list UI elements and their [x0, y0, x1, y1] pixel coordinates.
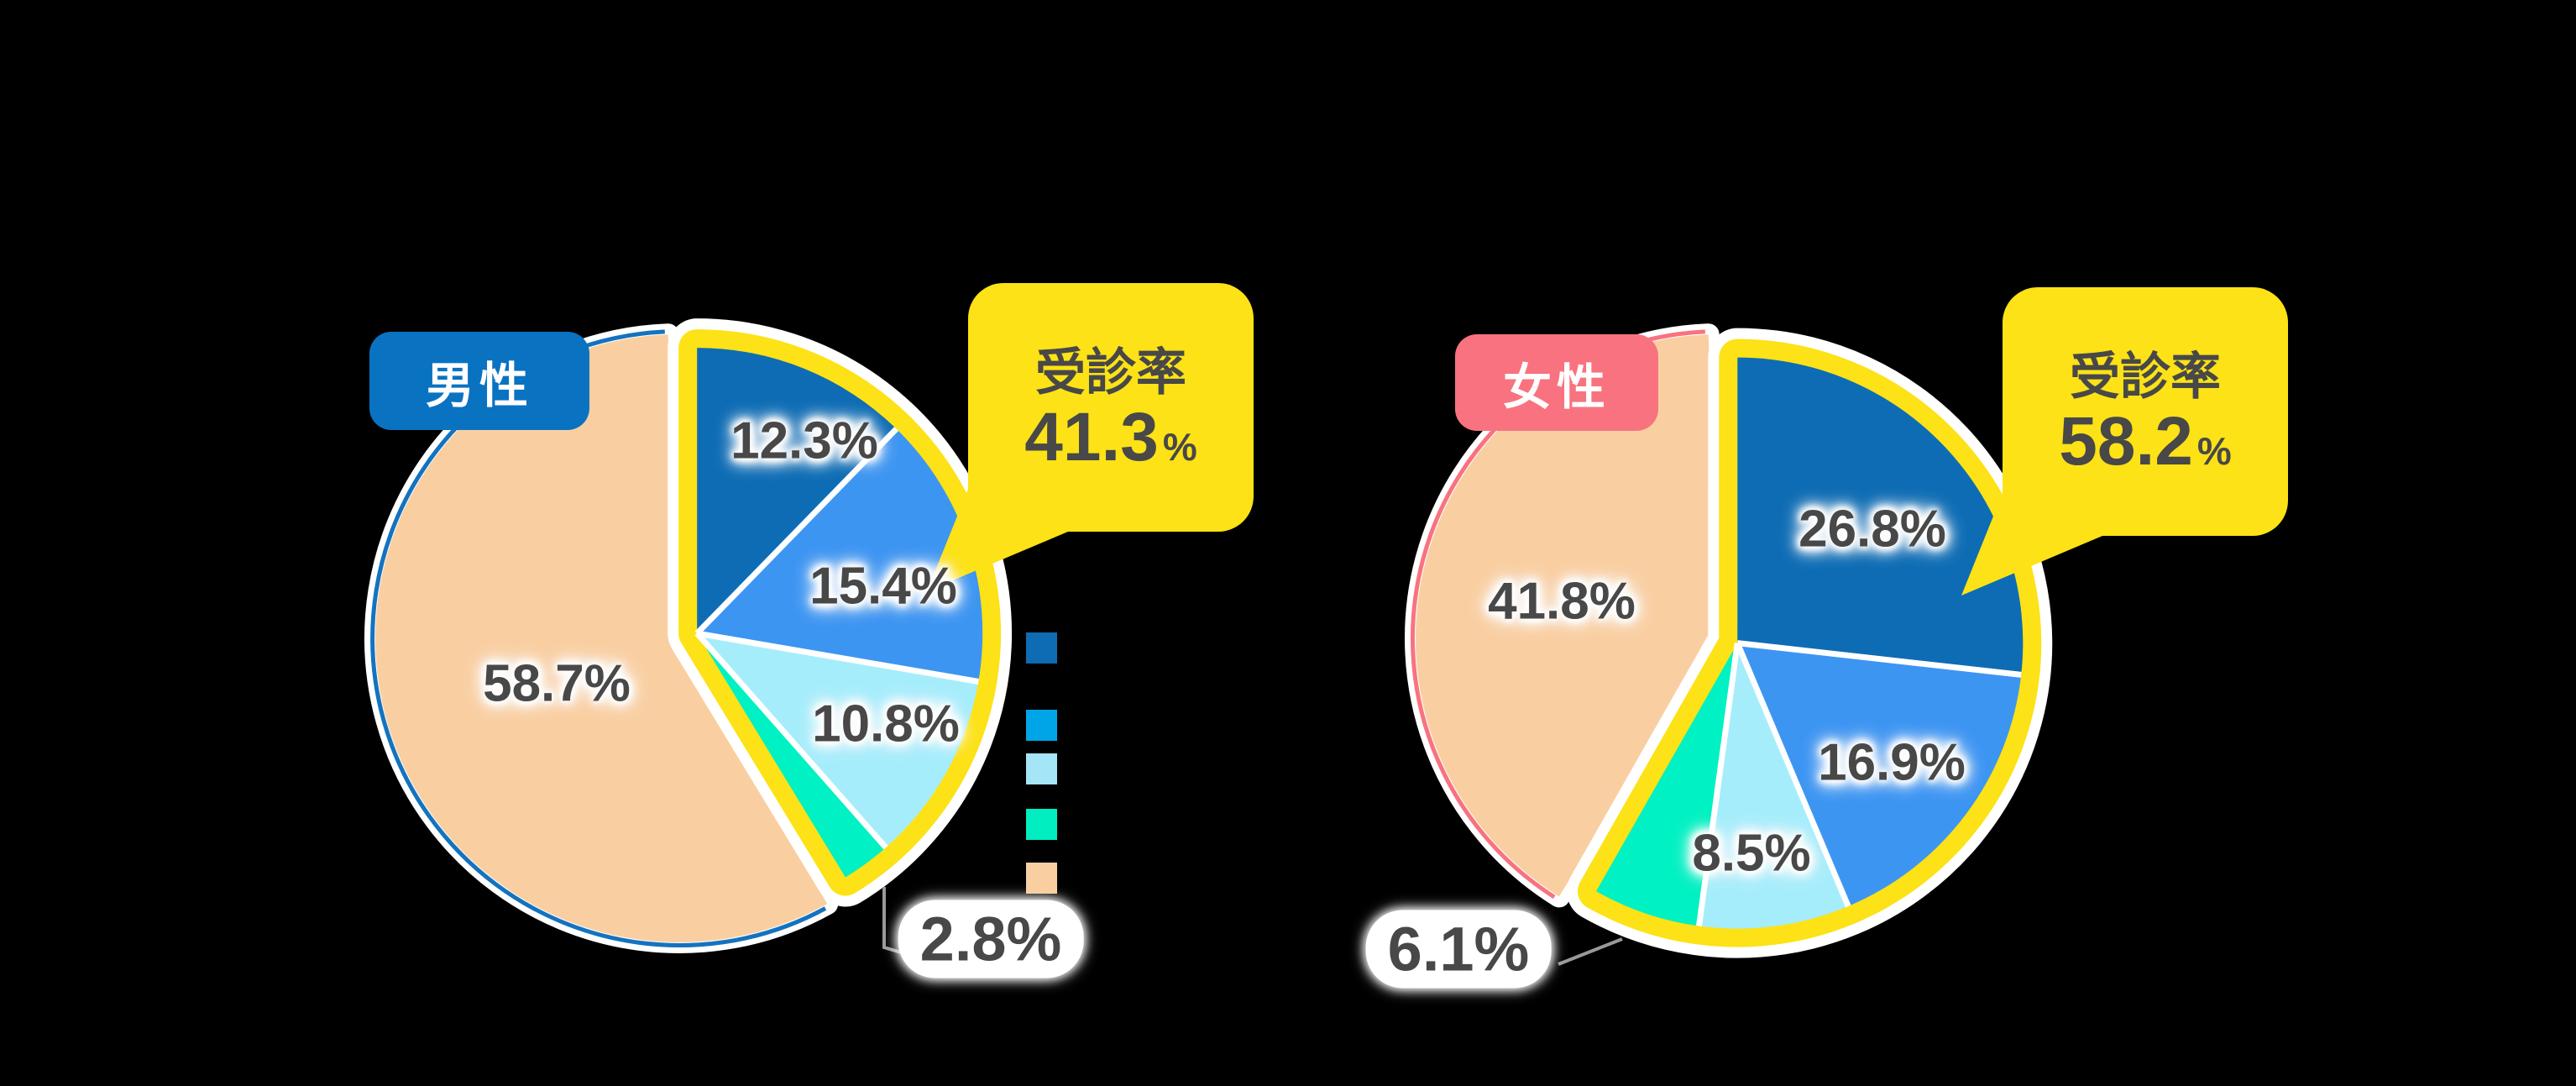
small-slice-pct-label: 6.1%	[1365, 910, 1552, 989]
pie-slice	[697, 348, 897, 634]
slice-pct-label: 16.9%	[1818, 733, 1966, 792]
pie-slice	[697, 633, 979, 848]
legend-swatch	[1026, 809, 1057, 840]
slice-pct-label: 15.4%	[809, 557, 957, 616]
female-rate-row: 58.2 %	[2059, 407, 2232, 476]
slice-divider	[694, 427, 899, 636]
slice-divider	[1736, 640, 2022, 678]
leader-line	[1558, 937, 1623, 966]
slice-divider	[696, 630, 979, 685]
slice-divider	[694, 631, 888, 850]
slice-pct-label: 41.8%	[1488, 572, 1636, 631]
pie-slice	[1737, 643, 2022, 906]
slice-pct-label: 58.7%	[483, 654, 631, 713]
male-rate-title: 受診率	[1035, 344, 1186, 401]
male-rate-value: 41.3	[1024, 398, 1159, 475]
pie-slice	[1737, 357, 2024, 675]
small-slice-pct-label: 2.8%	[898, 900, 1084, 978]
female-rate-suffix: %	[2196, 428, 2232, 473]
slice-divider	[1696, 643, 1741, 926]
pie-slice	[697, 428, 983, 682]
pie-slice	[1596, 643, 1738, 926]
female-chip-label: 女性	[1502, 359, 1610, 415]
pie-slice	[1699, 643, 1849, 929]
male-rate-row: 41.3 %	[1024, 398, 1197, 475]
male-rate-suffix: %	[1162, 424, 1197, 469]
female-rate-callout: 受診率 58.2 %	[2003, 287, 2288, 536]
pie-slice	[697, 633, 886, 878]
male-chip-label: 男性	[425, 358, 533, 413]
slice-pct-label: 26.8%	[1798, 500, 1946, 559]
pie-rest-slice	[375, 334, 828, 942]
slice-divider	[1735, 642, 1851, 908]
legend-swatch	[1026, 710, 1057, 741]
legend-swatch	[1026, 863, 1057, 894]
slice-pct-label: 8.5%	[1692, 824, 1811, 883]
female-chip: 女性	[1455, 334, 1658, 431]
slice-pct-label: 12.3%	[730, 412, 878, 470]
legend-swatch	[1026, 632, 1057, 664]
male-rate-callout: 受診率 41.3 %	[968, 283, 1254, 532]
female-rate-title: 受診率	[2070, 348, 2221, 405]
slice-pct-label: 10.8%	[812, 695, 960, 753]
female-rate-value: 58.2	[2059, 402, 2193, 480]
legend-swatch	[1026, 753, 1057, 784]
male-chip: 男性	[369, 332, 589, 430]
